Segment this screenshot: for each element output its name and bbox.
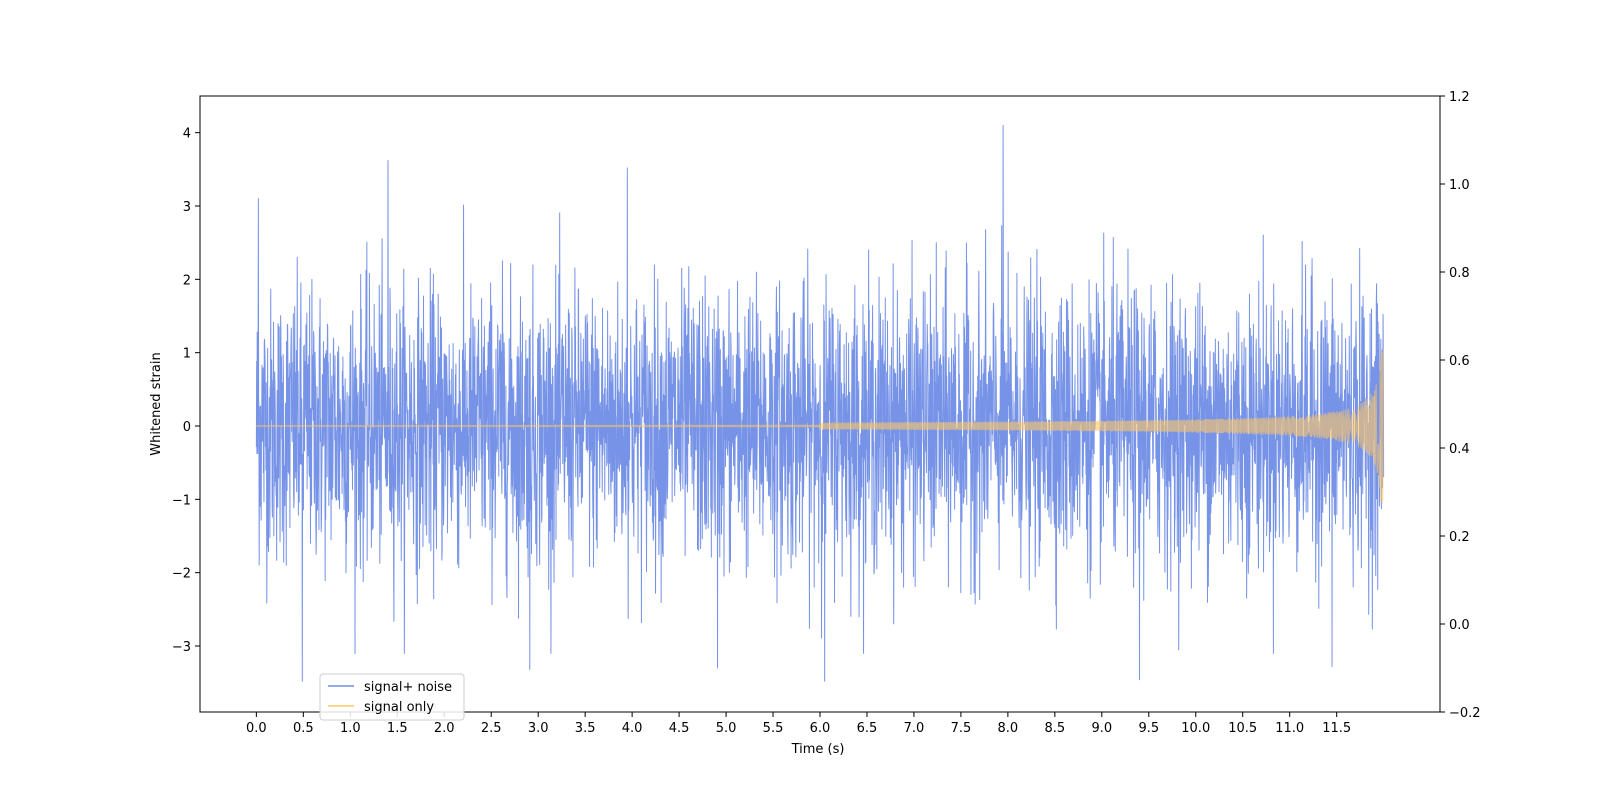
- y-tick-label: −3: [172, 640, 191, 655]
- y-axis-left: 4 3 2 1 0 −1 −2 −3: [172, 127, 200, 655]
- y-tick-label: −1: [172, 493, 191, 508]
- y-tick-label: 3: [183, 200, 191, 215]
- x-tick-label: 6.0: [810, 721, 831, 736]
- legend-label-signal-only: signal only: [364, 700, 434, 715]
- y2-tick-label: 1.0: [1449, 178, 1470, 193]
- y-axis-right: 1.2 1.0 0.8 0.6 0.4 0.2 0.0 −0.2: [1440, 90, 1481, 721]
- x-tick-label: 1.5: [387, 721, 408, 736]
- x-tick-label: 0.5: [293, 721, 314, 736]
- y-tick-label: 1: [183, 347, 191, 362]
- legend: signal+ noise signal only: [319, 673, 465, 721]
- x-tick-label: 1.0: [340, 721, 361, 736]
- y2-tick-label: 0.0: [1449, 618, 1470, 633]
- y-tick-label: −2: [172, 567, 191, 582]
- x-tick-label: 6.5: [857, 721, 878, 736]
- y2-tick-label: −0.2: [1449, 706, 1481, 721]
- series-layer: [255, 124, 1385, 682]
- x-axis: 0.0 0.5 1.0 1.5 2.0 2.5 3.0 3.5 4.0 4.5 5.0 5.5 6.0 6…: [246, 712, 1351, 736]
- x-tick-label: 4.0: [622, 721, 643, 736]
- y2-tick-label: 0.2: [1449, 530, 1470, 545]
- y2-tick-label: 1.2: [1449, 90, 1470, 105]
- x-tick-label: 2.0: [434, 721, 455, 736]
- x-tick-label: 8.5: [1045, 721, 1066, 736]
- x-tick-label: 8.0: [998, 721, 1019, 736]
- series-line-signal-plus-noise: [255, 124, 1385, 682]
- y2-tick-label: 0.8: [1449, 266, 1470, 281]
- x-tick-label: 0.0: [246, 721, 267, 736]
- y-tick-label: 2: [183, 273, 191, 288]
- y2-tick-label: 0.6: [1449, 354, 1470, 369]
- x-tick-label: 7.0: [904, 721, 925, 736]
- x-tick-label: 5.0: [716, 721, 737, 736]
- y-tick-label: 4: [183, 127, 191, 142]
- x-tick-label: 10.5: [1228, 721, 1257, 736]
- x-tick-label: 11.5: [1322, 721, 1351, 736]
- x-tick-label: 3.5: [575, 721, 596, 736]
- y-axis-title: Whitened strain: [149, 352, 164, 455]
- legend-box: [319, 673, 465, 721]
- x-tick-label: 9.5: [1138, 721, 1159, 736]
- x-tick-label: 5.5: [763, 721, 784, 736]
- x-tick-label: 4.5: [669, 721, 690, 736]
- series-line-signal-only: [256, 348, 1384, 504]
- y2-tick-label: 0.4: [1449, 442, 1470, 457]
- x-tick-label: 9.0: [1091, 721, 1112, 736]
- x-tick-label: 2.5: [481, 721, 502, 736]
- y-tick-label: 0: [183, 420, 191, 435]
- x-tick-label: 11.0: [1275, 721, 1304, 736]
- x-tick-label: 10.0: [1181, 721, 1210, 736]
- x-axis-title: Time (s): [791, 742, 845, 757]
- x-tick-label: 3.0: [528, 721, 549, 736]
- legend-label-signal-plus-noise: signal+ noise: [364, 680, 452, 695]
- x-tick-label: 7.5: [951, 721, 972, 736]
